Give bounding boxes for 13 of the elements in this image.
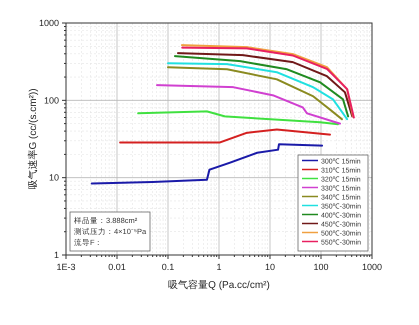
- y-tick-label: 10: [48, 172, 59, 183]
- y-axis-title: 吸气速率G (cc/(s.cm²)): [27, 88, 39, 190]
- x-tick-label: 10: [264, 262, 276, 272]
- x-tick-label: 100: [313, 262, 329, 272]
- x-tick-label: 0.01: [108, 262, 126, 272]
- y-tick-label: 1000: [38, 18, 59, 28]
- x-tick-label: 1: [216, 262, 222, 272]
- x-tick-label: 0.1: [162, 262, 174, 272]
- x-axis-title: 吸气容量Q (Pa.cc/cm²): [168, 279, 270, 291]
- y-tick-label: 1: [54, 250, 59, 260]
- x-tick-label: 1000: [362, 262, 382, 272]
- x-tick-label: 1E-3: [56, 262, 76, 272]
- y-tick-label: 100: [44, 95, 59, 106]
